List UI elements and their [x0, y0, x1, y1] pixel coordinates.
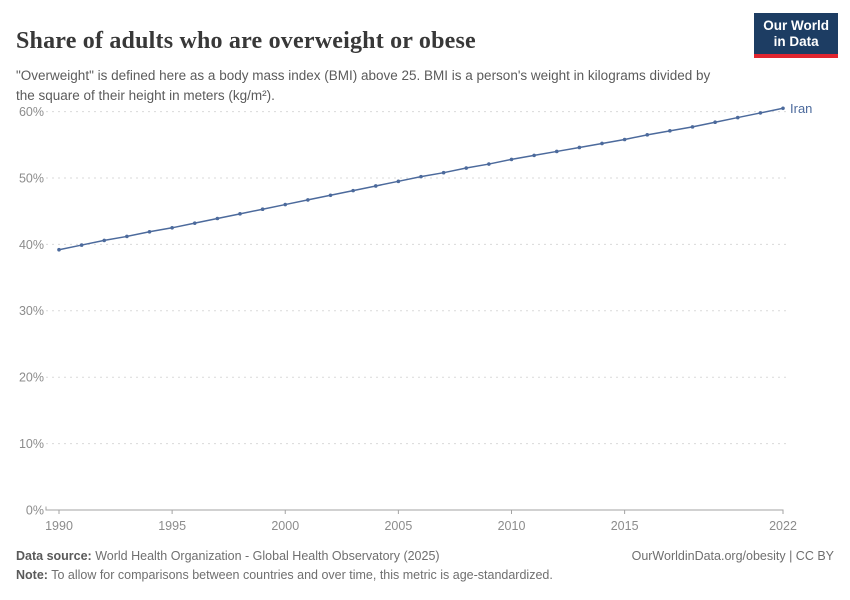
data-point — [283, 202, 288, 207]
data-point — [464, 166, 469, 170]
data-point — [260, 207, 265, 212]
data-point — [441, 170, 446, 175]
data-point — [600, 141, 604, 146]
y-tick-label: 20% — [19, 371, 44, 385]
x-tick-label: 2005 — [384, 519, 412, 533]
note-line: Note: To allow for comparisons between c… — [16, 566, 834, 585]
data-point — [532, 153, 536, 158]
y-tick-label: 60% — [19, 105, 44, 119]
series-line — [58, 107, 784, 251]
data-point — [79, 243, 84, 247]
data-point — [351, 188, 355, 193]
data-point — [328, 193, 333, 198]
data-point — [57, 247, 61, 252]
chart-subtitle: "Overweight" is defined here as a body m… — [16, 67, 711, 103]
data-point — [668, 129, 672, 133]
owid-logo-line1: Our World — [763, 18, 829, 33]
data-point — [419, 174, 423, 179]
citation-link[interactable]: OurWorldinData.org/obesity | CC BY — [631, 549, 834, 563]
data-point — [690, 125, 695, 129]
data-point — [735, 115, 740, 120]
data-point — [577, 145, 582, 150]
data-point — [373, 184, 378, 188]
data-point — [192, 221, 197, 225]
data-point — [509, 157, 514, 162]
y-tick-label: 50% — [19, 171, 44, 185]
data-point — [487, 162, 491, 166]
chart-footer: Data source: World Health Organization -… — [16, 547, 834, 586]
data-point — [102, 238, 107, 243]
series-label: Iran — [790, 101, 812, 116]
x-tick-label: 2022 — [769, 519, 797, 533]
data-point — [622, 137, 627, 142]
data-point — [147, 229, 152, 234]
data-source-text: World Health Organization - Global Healt… — [91, 549, 440, 563]
owid-logo[interactable]: Our World in Data — [754, 13, 838, 59]
data-point — [215, 216, 220, 221]
data-source-line: Data source: World Health Organization -… — [16, 547, 440, 566]
y-tick-label: 40% — [19, 238, 44, 252]
x-tick-label: 2015 — [611, 519, 639, 533]
x-tick-label: 1990 — [45, 519, 73, 533]
x-tick-label: 2010 — [498, 519, 526, 533]
data-point — [238, 212, 242, 216]
data-point — [306, 198, 310, 202]
data-point — [758, 111, 763, 115]
data-point — [645, 133, 650, 137]
y-tick-label: 0% — [26, 503, 44, 517]
chart-title: Share of adults who are overweight or ob… — [16, 28, 476, 55]
data-point — [396, 179, 401, 184]
data-point — [713, 120, 717, 125]
y-tick-label: 10% — [19, 437, 44, 451]
x-tick-label: 1995 — [158, 519, 186, 533]
x-tick-label: 2000 — [271, 519, 299, 533]
note-label: Note: — [16, 568, 48, 583]
data-point — [125, 234, 129, 239]
note-text: To allow for comparisons between countri… — [47, 568, 553, 583]
data-point — [170, 226, 174, 230]
data-source-label: Data source: — [16, 549, 92, 563]
y-tick-label: 30% — [19, 304, 44, 318]
owid-logo-line2: in Data — [773, 34, 819, 50]
data-point — [781, 106, 785, 111]
data-point — [554, 149, 559, 154]
